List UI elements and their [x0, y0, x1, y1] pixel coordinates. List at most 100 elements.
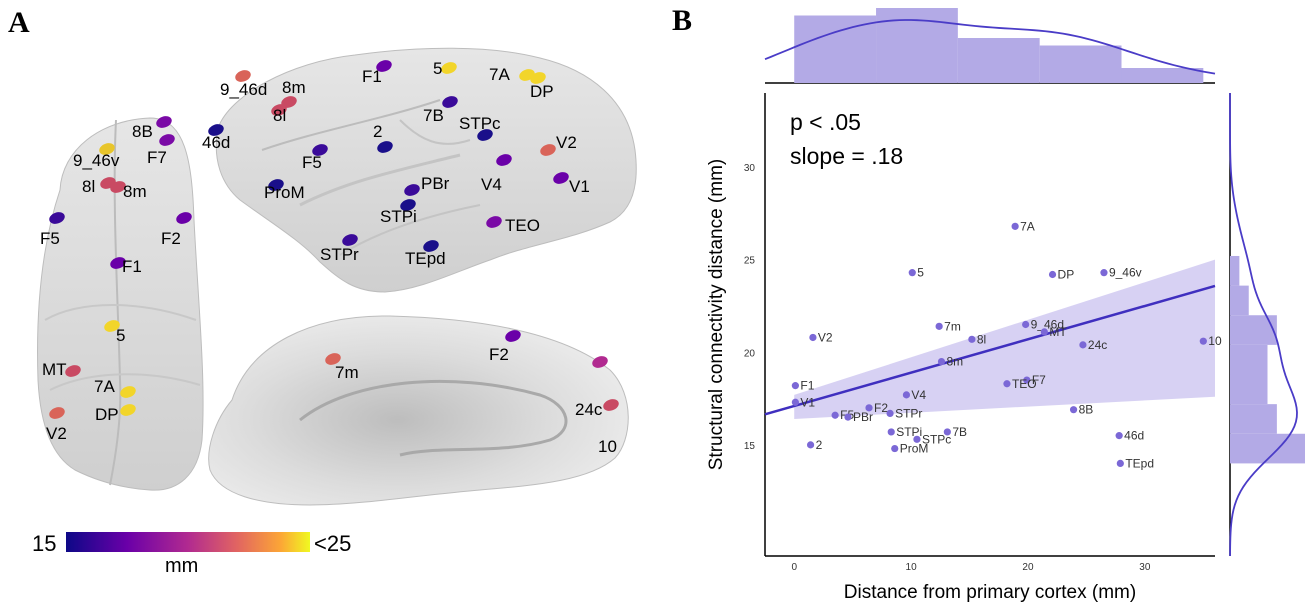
region-patch — [505, 330, 521, 342]
data-point — [1022, 320, 1030, 329]
region-patch — [235, 70, 251, 82]
region-patch — [104, 320, 120, 332]
region-label: V2 — [556, 133, 577, 152]
marginal-x-bar — [876, 8, 958, 83]
region-label: STPi — [380, 207, 417, 226]
data-point-label: DP — [1058, 267, 1075, 281]
marginal-y-bar — [1230, 255, 1240, 286]
colorbar-min-label: 15 — [32, 531, 56, 556]
data-point-label: F2 — [874, 401, 888, 415]
data-point-label: TEpd — [1125, 456, 1154, 470]
region-label: 2 — [373, 122, 382, 141]
region-patch — [156, 116, 172, 128]
region-label: 8m — [282, 78, 306, 97]
data-point — [1040, 328, 1048, 336]
data-point-label: 8B — [1079, 403, 1094, 417]
region-patch — [120, 386, 136, 398]
data-point-label: 10 — [1208, 334, 1222, 348]
stat-annotation: p < .05 — [790, 109, 861, 135]
data-point — [887, 428, 895, 436]
data-point — [831, 411, 839, 419]
panel-label-a: A — [8, 6, 30, 39]
data-point — [908, 269, 916, 277]
data-point-label: 24c — [1088, 338, 1107, 352]
region-patch — [271, 104, 287, 116]
data-point-label: 46d — [1124, 429, 1144, 443]
marginal-x-bar — [1039, 45, 1122, 83]
data-point-label: 7B — [952, 425, 967, 439]
marginal-y-density — [1229, 93, 1298, 557]
region-patch — [110, 257, 126, 269]
region-label: 8l — [273, 106, 286, 125]
region-label: 7A — [94, 377, 115, 396]
x-axis-label: Distance from primary cortex (mm) — [844, 582, 1136, 603]
region-label: F1 — [362, 67, 382, 86]
data-point-label: STPc — [922, 432, 951, 446]
data-point — [809, 333, 817, 342]
region-patch — [423, 240, 439, 252]
region-label: TEO — [505, 216, 540, 235]
region-label: F5 — [302, 153, 322, 172]
data-point — [1199, 337, 1207, 345]
region-label: 5 — [433, 59, 442, 78]
region-patch — [281, 96, 297, 108]
data-point — [1023, 376, 1031, 384]
region-patch — [159, 134, 175, 146]
region-patch — [592, 356, 608, 368]
region-patch — [377, 141, 393, 153]
marginal-x-density — [764, 19, 1216, 75]
marginal-x-bar — [794, 15, 877, 83]
region-patch — [312, 144, 328, 156]
data-point-label: V4 — [911, 388, 926, 402]
region-label: 9_46d — [220, 80, 267, 99]
region-label: F7 — [147, 148, 167, 167]
region-label: V1 — [569, 177, 590, 196]
data-point — [1115, 432, 1123, 440]
data-point — [791, 398, 799, 406]
region-label: V4 — [481, 175, 502, 194]
panel-label-b: B — [672, 4, 693, 37]
region-patch — [442, 96, 458, 108]
region-label: 9_46v — [73, 151, 120, 170]
marginal-y-bar — [1230, 404, 1277, 434]
data-point-label: MT — [1049, 325, 1067, 339]
stat-annotation: slope = .18 — [790, 143, 903, 169]
data-point-label: STPi — [896, 425, 922, 439]
region-label: DP — [95, 405, 119, 424]
data-point — [1116, 459, 1124, 467]
data-point-label: 5 — [917, 266, 924, 280]
region-patch — [530, 72, 546, 84]
region-label: STPc — [459, 114, 501, 133]
region-label: F2 — [489, 345, 509, 364]
data-point-label: V2 — [818, 330, 833, 344]
region-patch — [342, 234, 358, 246]
medial-brain-surface — [208, 315, 629, 506]
data-point-label: PBr — [853, 410, 873, 424]
data-point-label: 7A — [1020, 219, 1035, 233]
region-patch — [325, 353, 341, 365]
x-tick-label: 20 — [1022, 562, 1034, 573]
region-patch — [553, 172, 569, 184]
region-patch — [208, 124, 224, 136]
data-point — [937, 357, 946, 366]
data-point-label: 2 — [816, 438, 823, 452]
region-patch — [404, 184, 420, 196]
region-label: 46d — [202, 133, 230, 152]
region-patch — [120, 404, 136, 416]
region-patch — [65, 365, 81, 377]
data-point-label: TEO — [1012, 377, 1037, 391]
data-point — [1100, 269, 1108, 277]
region-patch — [176, 212, 192, 224]
region-label: F5 — [40, 229, 60, 248]
data-point-label: ProM — [900, 442, 929, 456]
marginal-y-bar — [1230, 285, 1249, 316]
region-patch — [486, 216, 502, 228]
data-point-label: F7 — [1032, 373, 1046, 387]
data-point — [791, 382, 799, 390]
data-point — [1011, 222, 1019, 230]
data-point — [891, 444, 899, 453]
marginal-y-bar — [1230, 344, 1268, 375]
x-tick-label: 10 — [906, 562, 918, 573]
region-patch — [376, 60, 392, 72]
region-label: DP — [530, 82, 554, 101]
